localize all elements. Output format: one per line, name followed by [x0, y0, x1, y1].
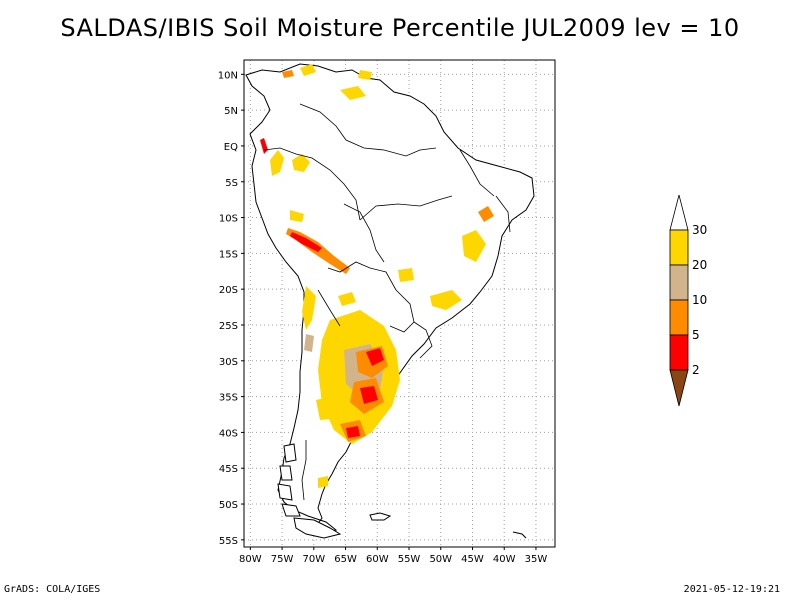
latitude-label: 20S [219, 285, 238, 296]
shading-patch [282, 70, 294, 78]
colorbar-labels: 2 5 10 20 30 [692, 223, 707, 377]
soil-moisture-shading [260, 64, 494, 488]
latitude-label: 35S [219, 393, 238, 404]
longitude-label: 55W [398, 554, 421, 565]
latitude-label: 55S [219, 536, 238, 547]
border [299, 103, 437, 157]
chilean-archipelago [277, 443, 301, 517]
colorbar-top-triangle [669, 194, 689, 231]
colorbar-label: 5 [692, 328, 700, 342]
border [495, 195, 511, 233]
shading-patch [478, 206, 494, 222]
longitude-label: 45W [461, 554, 484, 565]
shading-patch [430, 290, 462, 310]
latitude-label: 10N [218, 70, 238, 81]
latitude-label: 10S [219, 214, 238, 225]
latitude-label: 45S [219, 464, 238, 475]
longitude-label: 35W [525, 554, 548, 565]
latitude-label: 30S [219, 357, 238, 368]
island [279, 465, 293, 481]
longitude-label: 60W [366, 554, 389, 565]
shading-patch [398, 268, 414, 282]
shading-patch [346, 426, 360, 438]
longitude-label: 65W [334, 554, 357, 565]
shading-patch [302, 286, 316, 330]
colorbar-label: 30 [692, 223, 707, 237]
colorbar-segment-2-5 [669, 334, 689, 371]
page-title: SALDAS/IBIS Soil Moisture Percentile JUL… [60, 14, 740, 42]
latitude-label: EQ [224, 142, 238, 153]
shading-patch [290, 210, 304, 222]
island [281, 503, 301, 517]
shading-patch [304, 334, 314, 352]
border [317, 289, 341, 327]
longitude-label: 75W [271, 554, 294, 565]
colorbar-label: 2 [692, 363, 700, 377]
colorbar [669, 194, 689, 407]
longitude-label: 40W [493, 554, 516, 565]
longitude-label: 70W [303, 554, 326, 565]
colorbar-bottom-triangle [669, 369, 689, 407]
island [277, 483, 293, 501]
colorbar-segment-20-30 [669, 229, 689, 266]
tierra-del-fuego [293, 517, 342, 539]
shading-patch [358, 70, 372, 80]
colorbar-label: 10 [692, 293, 707, 307]
shading-patch [318, 476, 328, 488]
shading-patch [462, 230, 486, 262]
longitude-label: 80W [239, 554, 262, 565]
shading-patch [292, 154, 310, 172]
shading-patch [338, 292, 356, 306]
shading-patch [366, 348, 384, 366]
latitude-label: 5S [225, 178, 238, 189]
longitude-axis: 80W 75W 70W 65W 60W 55W 50W 45W 40W 35W [239, 547, 547, 565]
border [343, 203, 385, 263]
island [283, 443, 297, 463]
longitude-label: 50W [429, 554, 452, 565]
shading-patch [300, 64, 316, 76]
border [359, 195, 453, 221]
latitude-label: 5N [224, 106, 238, 117]
border [263, 147, 361, 221]
latitude-label: 40S [219, 428, 238, 439]
shading-patch [340, 86, 366, 100]
coastline [245, 63, 535, 533]
falkland-islands [369, 512, 392, 521]
footer-credit: GrADS: COLA/IGES [4, 584, 101, 595]
footer-timestamp: 2021-05-12-19:21 [683, 584, 780, 595]
shading-patch [316, 396, 338, 420]
shading-patch [360, 386, 378, 404]
colorbar-segment-5-10 [669, 299, 689, 336]
border [301, 440, 307, 501]
shading-patch [290, 232, 322, 252]
border [413, 321, 433, 359]
small-island [512, 531, 527, 539]
map-frame [243, 59, 556, 548]
country-borders [263, 103, 511, 501]
latitude-axis: 10N 5N EQ 5S 10S 15S 20S 25S 30S 35S 40S 45S 50S 55S [218, 70, 244, 547]
south-america-landmass [245, 63, 535, 539]
shading-patch [270, 150, 284, 176]
border [327, 261, 397, 291]
colorbar-segment-10-20 [669, 264, 689, 301]
colorbar-label: 20 [692, 258, 707, 272]
latitude-label: 50S [219, 500, 238, 511]
latitude-label: 25S [219, 321, 238, 332]
border [459, 149, 495, 197]
latitude-label: 15S [219, 249, 238, 260]
